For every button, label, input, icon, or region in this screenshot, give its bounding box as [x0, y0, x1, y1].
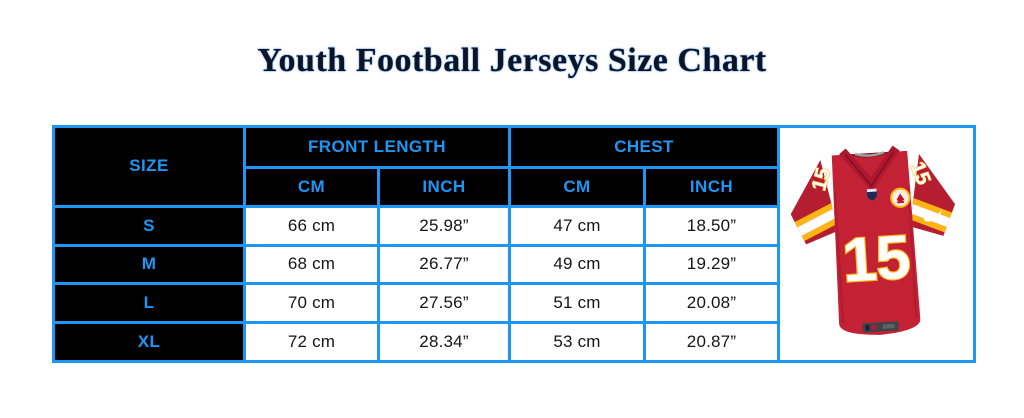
jock-tag: [862, 321, 899, 333]
column-group-front-length: FRONT LENGTH: [243, 125, 511, 169]
jersey-number: 15: [840, 223, 911, 296]
size-chart-table: SIZE FRONT LENGTH CHEST: [52, 125, 976, 363]
cell-front-inch: 25.98”: [377, 204, 511, 247]
column-group-chest: CHEST: [508, 125, 780, 169]
column-header-front-cm: CM: [243, 165, 380, 208]
column-header-chest-cm: CM: [508, 165, 646, 208]
cell-chest-cm: 51 cm: [508, 282, 646, 325]
cell-chest-cm: 53 cm: [508, 321, 646, 363]
cell-chest-cm: 49 cm: [508, 243, 646, 286]
table-row-l: L 70 cm 27.56” 51 cm 20.08”: [52, 282, 975, 325]
column-header-front-inch: INCH: [377, 165, 511, 208]
cell-front-cm: 70 cm: [243, 282, 380, 325]
cell-front-inch: 27.56”: [377, 282, 511, 325]
column-header-size: SIZE: [52, 125, 246, 208]
nike-swoosh-icon: [924, 209, 943, 222]
row-header-size: M: [52, 243, 246, 286]
jersey-product-image: 15 15: [777, 125, 976, 363]
nfl-shield-icon: [866, 188, 877, 201]
cell-front-cm: 66 cm: [243, 204, 380, 247]
page-title: Youth Football Jerseys Size Chart: [257, 42, 767, 79]
cell-front-cm: 68 cm: [243, 243, 380, 286]
table-row-s: S 66 cm 25.98” 47 cm 18.50”: [52, 204, 975, 247]
cell-chest-inch: 20.08”: [643, 282, 780, 325]
collar-inner-trim: [854, 151, 885, 157]
cell-chest-cm: 47 cm: [508, 204, 646, 247]
cell-front-inch: 26.77”: [377, 243, 511, 286]
football-jersey-icon: 15 15: [787, 145, 957, 335]
chiefs-patch-icon: [890, 187, 911, 208]
row-header-size: XL: [52, 321, 246, 363]
header-row-units: CM INCH CM INCH: [54, 165, 975, 208]
table-row-m: M 68 cm 26.77” 49 cm 19.29”: [52, 243, 975, 286]
column-header-chest-inch: INCH: [643, 165, 780, 208]
cell-front-cm: 72 cm: [243, 321, 380, 363]
cell-front-inch: 28.34”: [377, 321, 511, 363]
cell-chest-inch: 19.29”: [643, 243, 780, 286]
header-row-groups: SIZE FRONT LENGTH CHEST: [52, 125, 976, 363]
cell-chest-inch: 18.50”: [643, 204, 780, 247]
table-row-xl: XL 72 cm 28.34” 53 cm 20.87”: [52, 321, 975, 363]
v-neck-seam: [844, 151, 895, 188]
jersey-illustration: 15 15: [780, 128, 970, 360]
shoulder-number-left: 15: [808, 166, 835, 193]
cell-chest-inch: 20.87”: [643, 321, 780, 363]
row-header-size: L: [52, 282, 246, 325]
row-header-size: S: [52, 204, 246, 247]
